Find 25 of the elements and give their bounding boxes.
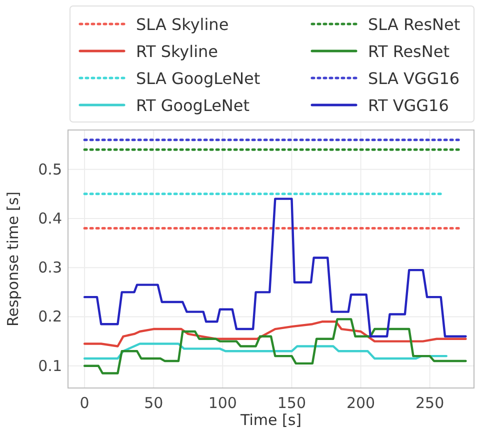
y-tick-label: 0.2 [38,308,62,326]
x-tick-label: 100 [208,394,237,412]
x-axis-title: Time [s] [240,411,302,429]
x-tick-label: 150 [277,394,306,412]
x-tick-label: 250 [415,394,444,412]
line-series [83,342,448,360]
x-tick-label: 200 [346,394,376,412]
legend-label: RT VGG16 [368,96,449,115]
y-tick-label: 0.1 [38,356,62,375]
y-tick-label: 0.3 [38,258,62,277]
legend-label: RT ResNet [368,42,450,61]
legend-label: SLA Skyline [136,15,229,34]
y-tick-label: 0.4 [38,209,62,228]
legend-label: SLA VGG16 [368,69,460,88]
y-tick-label: 0.5 [38,160,62,178]
legend-label: RT Skyline [136,42,218,61]
line-series [83,320,467,348]
x-tick-label: 0 [80,394,90,412]
line-series [83,198,467,338]
legend-label: RT GoogLeNet [136,96,250,115]
y-axis-title: Response time [s] [4,192,22,326]
legend-label: SLA GoogLeNet [136,69,260,88]
line-series [83,318,467,374]
x-tick-label: 50 [144,394,164,412]
legend-label: SLA ResNet [368,15,460,34]
